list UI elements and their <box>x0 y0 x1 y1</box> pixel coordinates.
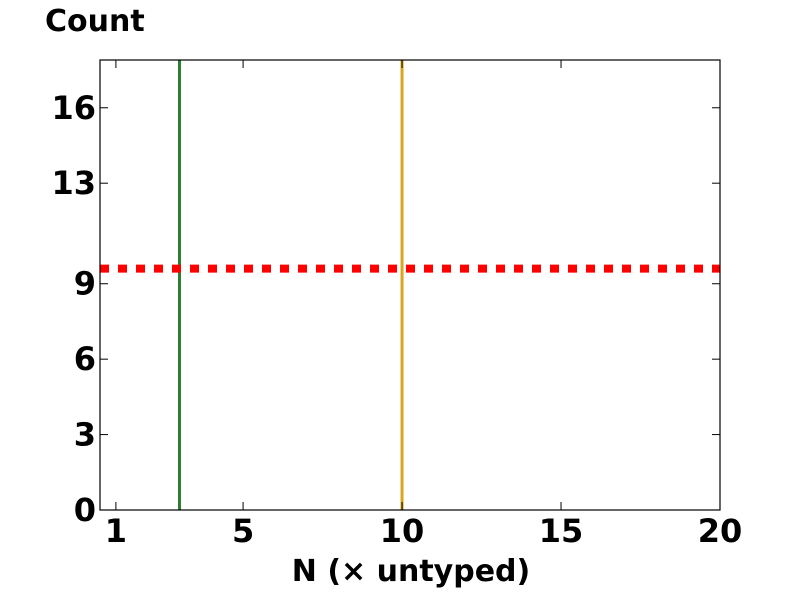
plot-area <box>100 60 720 510</box>
x-tick-label: 20 <box>698 512 743 550</box>
y-tick-label: 13 <box>51 164 96 202</box>
x-tick-label: 10 <box>380 512 425 550</box>
y-tick-label: 3 <box>74 416 96 454</box>
y-axis-title: Count <box>45 4 145 39</box>
y-tick-label: 16 <box>51 89 96 127</box>
y-tick-label: 0 <box>74 491 96 529</box>
y-tick-label: 9 <box>74 265 96 303</box>
x-tick-label: 5 <box>232 512 254 550</box>
y-tick-label: 6 <box>74 340 96 378</box>
x-axis-title: N (× untyped) <box>292 554 530 589</box>
plot-frame <box>99 59 721 511</box>
x-tick-label: 1 <box>105 512 127 550</box>
reference-lines <box>100 60 720 510</box>
x-tick-label: 15 <box>539 512 584 550</box>
